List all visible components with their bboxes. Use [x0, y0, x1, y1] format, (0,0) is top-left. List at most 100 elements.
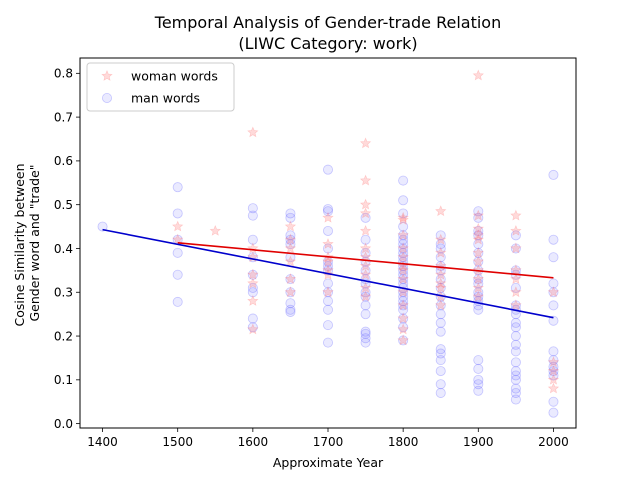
woman-word-point — [472, 222, 484, 234]
woman-word-point — [247, 323, 259, 335]
man-word-point — [322, 278, 333, 289]
man-word-point — [548, 278, 559, 289]
trend-lines — [102, 228, 554, 319]
man-word-point — [360, 328, 371, 339]
man-word-point — [435, 309, 446, 320]
man-word-point — [510, 322, 521, 333]
man-word-point — [473, 304, 484, 315]
man-word-point — [322, 296, 333, 307]
man-word-point — [322, 287, 333, 298]
woman-word-point — [247, 268, 259, 280]
y-tick-label: 0.5 — [54, 198, 73, 212]
man-word-point — [398, 230, 409, 241]
woman-word-point — [397, 251, 409, 263]
man-word-point — [435, 366, 446, 377]
man-word-point — [473, 247, 484, 258]
y-tick-label: 0.3 — [54, 286, 73, 300]
woman-word-point — [472, 229, 484, 241]
x-tick-label: 1900 — [463, 435, 494, 449]
woman-word-point — [472, 281, 484, 293]
woman-word-point — [322, 286, 334, 298]
man-word-point — [473, 355, 484, 366]
woman-word-point — [472, 273, 484, 284]
man-word-point — [435, 230, 446, 241]
man-word-point — [548, 407, 559, 418]
man-word-point — [360, 333, 371, 344]
woman-word-point — [397, 242, 409, 254]
man-word-point — [285, 287, 296, 298]
man-word-point — [510, 230, 521, 241]
woman-word-point — [435, 246, 447, 258]
man-word-point — [398, 291, 409, 302]
man-word-point — [360, 309, 371, 320]
man-word-point — [398, 247, 409, 258]
woman-word-point — [472, 209, 484, 221]
man-word-point — [247, 269, 258, 280]
legend-star-icon — [101, 70, 113, 81]
x-tick-label: 1600 — [238, 435, 269, 449]
woman-word-point — [510, 286, 522, 298]
man-word-point — [285, 306, 296, 317]
woman-word-point — [397, 264, 409, 276]
y-axis-label-line-1: Cosine Similarity between — [12, 163, 27, 326]
man-word-point — [322, 204, 333, 215]
woman-word-point — [172, 233, 184, 245]
woman-word-point — [322, 264, 334, 276]
man-word-point — [510, 394, 521, 405]
man-word-point — [285, 208, 296, 219]
man-word-point — [322, 337, 333, 348]
man-word-point — [510, 383, 521, 394]
man-word-point — [398, 304, 409, 315]
man-word-point — [435, 274, 446, 285]
man-words-trend-line — [102, 228, 554, 319]
woman-word-point — [397, 299, 409, 311]
man-word-point — [172, 182, 183, 193]
man-word-point — [473, 206, 484, 217]
man-word-point — [435, 282, 446, 293]
man-word-point — [435, 243, 446, 254]
woman-word-point — [472, 255, 484, 267]
man-word-point — [435, 326, 446, 337]
man-word-point — [97, 221, 108, 232]
woman-word-point — [359, 207, 372, 219]
man-word-point — [398, 296, 409, 307]
man-word-point — [473, 278, 484, 289]
man-word-point — [435, 252, 446, 263]
chart-title: Temporal Analysis of Gender-trade Relati… — [154, 13, 501, 32]
man-word-point — [435, 317, 446, 328]
man-word-point — [398, 239, 409, 250]
woman-words-trend-line — [177, 241, 554, 279]
woman-word-point — [472, 233, 484, 245]
man-word-point — [322, 206, 333, 217]
man-word-point — [548, 346, 559, 357]
man-word-point — [247, 322, 258, 333]
x-tick-label: 1800 — [388, 435, 419, 449]
woman-word-point — [435, 205, 447, 217]
man-word-point — [510, 331, 521, 342]
woman-word-point — [209, 224, 221, 236]
man-word-point — [247, 287, 258, 298]
woman-word-point — [359, 290, 372, 302]
woman-word-point — [547, 373, 560, 385]
man-word-point — [510, 374, 521, 385]
woman-word-point — [397, 229, 409, 241]
man-word-point — [473, 385, 484, 396]
woman-word-point — [472, 246, 484, 258]
man-word-point — [360, 247, 371, 258]
man-word-point — [398, 300, 409, 311]
woman-word-point — [359, 260, 372, 271]
man-word-point — [360, 337, 371, 348]
woman-word-point — [547, 382, 560, 394]
woman-word-point — [284, 233, 297, 245]
woman-word-point — [322, 255, 334, 267]
man-word-point — [548, 300, 559, 311]
man-word-point — [548, 252, 559, 263]
legend-circle-icon — [102, 93, 113, 104]
woman-word-point — [435, 268, 447, 280]
woman-word-point — [397, 273, 409, 284]
woman-word-point — [472, 69, 484, 81]
woman-word-point — [510, 224, 522, 236]
y-axis-label-line-2: Gender word and "trade" — [27, 164, 42, 321]
y-tick-label: 0.1 — [54, 373, 73, 387]
woman-word-point — [322, 238, 334, 249]
